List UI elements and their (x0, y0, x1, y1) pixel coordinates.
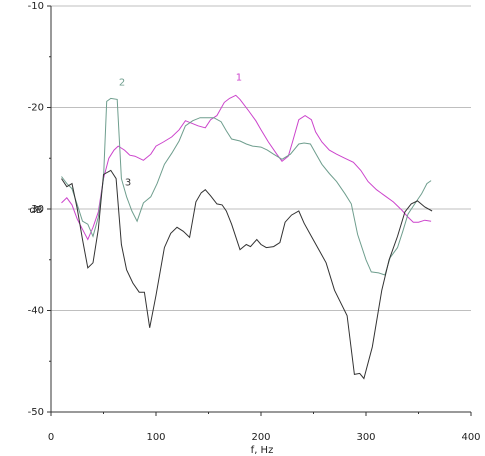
y-tick-label: -40 (28, 306, 44, 317)
series-label: 1 (236, 72, 242, 83)
series-label: 3 (125, 177, 131, 188)
series-label: 2 (119, 77, 125, 88)
series-line (61, 97, 432, 276)
x-tick-label: 400 (461, 432, 480, 443)
series-line (61, 94, 432, 241)
y-tick-label: -10 (28, 1, 44, 12)
y-tick-label: -30 (28, 204, 44, 215)
x-tick-label: 300 (356, 432, 375, 443)
x-tick-label: 200 (251, 432, 270, 443)
y-tick-label: -50 (28, 407, 44, 418)
y-axis-label: dB (29, 205, 42, 216)
x-axis-label: f, Hz (251, 445, 274, 456)
x-tick-label: 100 (146, 432, 165, 443)
x-tick-label: 0 (48, 432, 54, 443)
y-tick-label: -20 (28, 103, 44, 114)
series-line (61, 169, 433, 380)
